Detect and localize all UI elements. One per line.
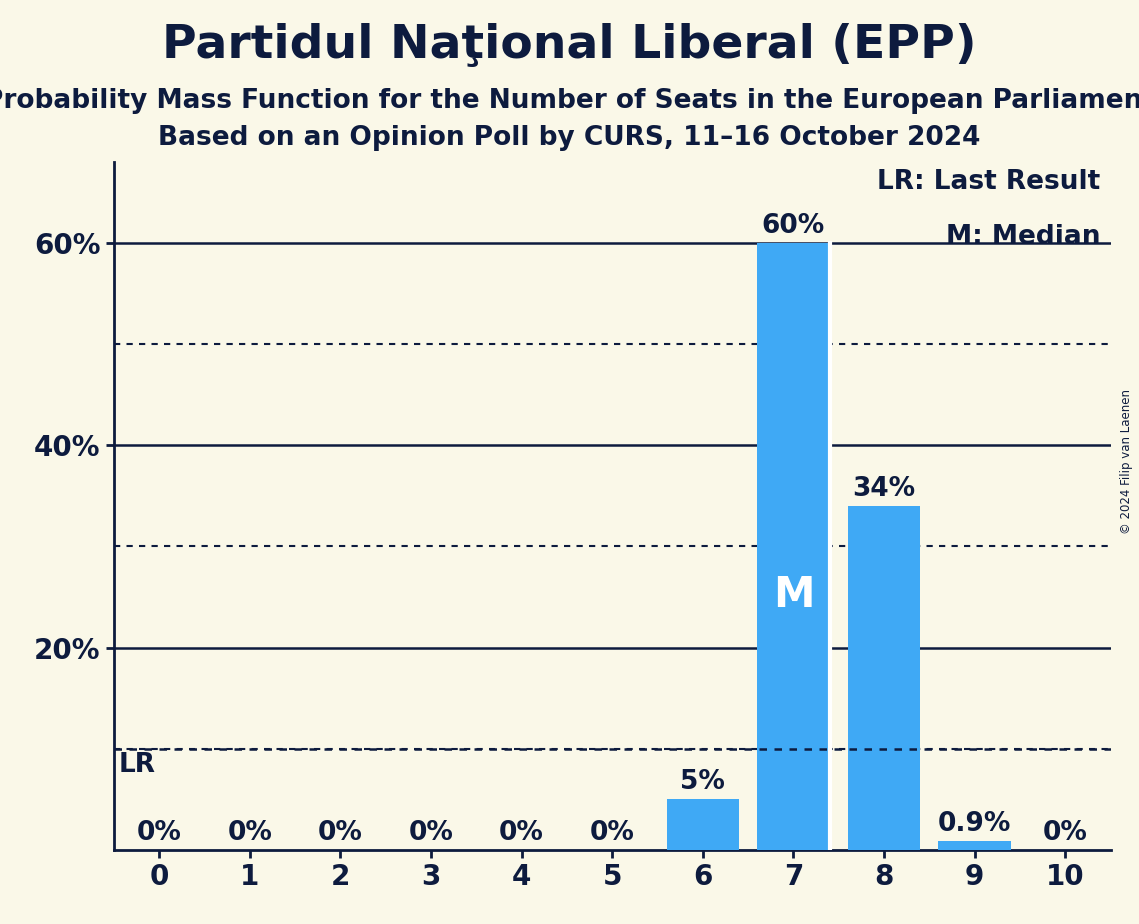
Text: Based on an Opinion Poll by CURS, 11–16 October 2024: Based on an Opinion Poll by CURS, 11–16 … (158, 125, 981, 151)
Text: 60%: 60% (762, 213, 825, 238)
Text: 0%: 0% (137, 820, 181, 846)
Bar (847, 506, 920, 850)
Text: LR: Last Result: LR: Last Result (877, 168, 1100, 195)
Bar (666, 799, 739, 850)
Text: © 2024 Filip van Laenen: © 2024 Filip van Laenen (1121, 390, 1133, 534)
Text: Probability Mass Function for the Number of Seats in the European Parliament: Probability Mass Function for the Number… (0, 88, 1139, 114)
Text: 0%: 0% (499, 820, 544, 846)
Text: 0%: 0% (1043, 820, 1088, 846)
Text: M: M (772, 574, 814, 616)
Text: 0%: 0% (590, 820, 634, 846)
Text: 34%: 34% (852, 476, 916, 502)
Bar (757, 243, 829, 850)
Text: LR: LR (118, 752, 155, 778)
Text: 0%: 0% (228, 820, 272, 846)
Text: 5%: 5% (680, 770, 726, 796)
Text: 0%: 0% (409, 820, 453, 846)
Text: Partidul Naţional Liberal (EPP): Partidul Naţional Liberal (EPP) (162, 23, 977, 68)
Text: M: Median: M: Median (947, 224, 1100, 249)
Bar (939, 841, 1011, 850)
Text: 0.9%: 0.9% (937, 811, 1011, 837)
Text: 0%: 0% (318, 820, 363, 846)
